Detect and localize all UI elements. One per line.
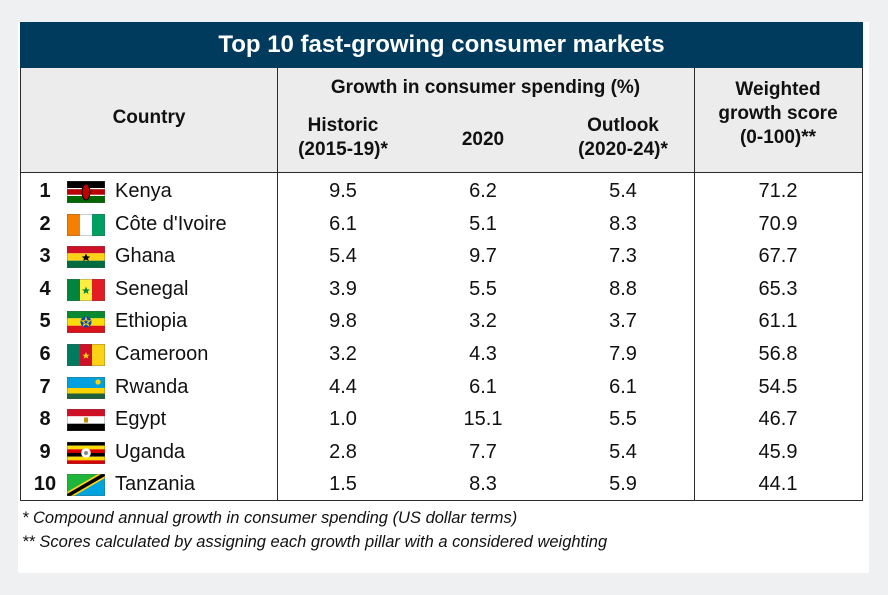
header-outlook: Outlook (2020-24)* (578, 115, 668, 160)
divider (694, 172, 695, 501)
rank-cell: 1 (39, 180, 51, 202)
country-cell: Egypt (115, 408, 167, 431)
score-cell: 56.8 (758, 343, 798, 365)
country-cell: Ethiopia (115, 310, 188, 333)
cameroon-flag-icon (67, 344, 105, 366)
score-cell: 71.2 (758, 180, 798, 202)
year-2020-cell: 5.5 (469, 277, 497, 300)
outlook-cell: 5.4 (609, 440, 637, 463)
year-2020-cell: 3.2 (469, 310, 497, 333)
divider (277, 172, 278, 501)
table-row: 6 Cameroon 3.2 4.3 7.9 56.8 (21, 339, 862, 372)
ghana-flag-icon (67, 246, 105, 269)
year-2020-cell: 8.3 (469, 473, 497, 496)
country-cell: Kenya (115, 180, 172, 202)
table-row: 9 Uganda 2.8 7.7 5.4 45.9 (21, 437, 862, 470)
score-cell: 54.5 (758, 375, 798, 398)
historic-cell: 6.1 (329, 212, 357, 235)
senegal-flag-icon (67, 278, 105, 301)
outlook-cell: 5.5 (609, 408, 637, 431)
header-group: Growth in consumer spending (%) (330, 77, 641, 98)
year-2020-cell: 15.1 (463, 408, 503, 431)
score-cell: 70.9 (758, 212, 798, 235)
historic-cell: 2.8 (329, 440, 357, 463)
table-row: 3 Ghana 5.4 9.7 7.3 67.7 (21, 241, 862, 274)
rank-cell: 7 (39, 375, 51, 398)
header-2020: 2020 (461, 129, 505, 150)
tanzania-flag-icon (67, 474, 105, 497)
country-cell: Ghana (115, 245, 176, 268)
year-2020-cell: 4.3 (469, 343, 497, 365)
country-cell: Senegal (115, 277, 189, 300)
historic-cell: 9.8 (329, 310, 357, 333)
outlook-cell: 8.8 (609, 277, 637, 300)
country-cell: Tanzania (115, 473, 196, 496)
outlook-cell: 5.9 (609, 473, 637, 496)
table-header: Country Growth in consumer spending (%) … (21, 68, 862, 173)
markets-table: Country Growth in consumer spending (%) … (20, 68, 863, 501)
cote-divoire-flag-icon (67, 213, 105, 236)
rank-cell: 9 (39, 440, 51, 463)
historic-cell: 9.5 (329, 180, 357, 202)
country-cell: Cameroon (115, 343, 209, 365)
score-cell: 67.7 (758, 245, 798, 268)
header-score: Weighted growth score (0-100)** (718, 79, 838, 148)
score-cell: 44.1 (758, 473, 798, 496)
outlook-cell: 6.1 (609, 375, 637, 398)
country-cell: Rwanda (115, 375, 189, 398)
outlook-cell: 3.7 (609, 310, 637, 333)
historic-cell: 4.4 (329, 375, 357, 398)
table-row: 10 Tanzania 1.5 8.3 5.9 44.1 (21, 469, 862, 502)
country-cell: Uganda (115, 440, 186, 463)
table-row: 5 Ethiopia 9.8 3.2 3.7 61.1 (21, 306, 862, 339)
historic-cell: 1.5 (329, 473, 357, 496)
year-2020-cell: 6.2 (469, 180, 497, 202)
year-2020-cell: 9.7 (469, 245, 497, 268)
rank-cell: 2 (39, 212, 51, 235)
rank-cell: 8 (39, 408, 51, 431)
footnotes: * Compound annual growth in consumer spe… (22, 506, 607, 554)
score-cell: 61.1 (758, 310, 798, 333)
rank-cell: 3 (39, 245, 51, 268)
rank-cell: 4 (39, 277, 51, 300)
header-country: Country (112, 107, 186, 128)
historic-cell: 1.0 (329, 408, 357, 431)
rwanda-flag-icon (67, 376, 105, 399)
table-row: 2 Côte d'Ivoire 6.1 5.1 8.3 70.9 (21, 209, 862, 242)
table-row: 8 Egypt 1.0 15.1 5.5 46.7 (21, 404, 862, 437)
egypt-flag-icon (67, 409, 105, 432)
rank-cell: 6 (39, 343, 51, 365)
year-2020-cell: 5.1 (469, 212, 497, 235)
historic-cell: 3.2 (329, 343, 357, 365)
kenya-flag-icon (67, 181, 105, 203)
score-cell: 65.3 (758, 277, 798, 300)
country-cell: Côte d'Ivoire (115, 212, 227, 235)
outlook-cell: 5.4 (609, 180, 637, 202)
score-cell: 46.7 (758, 408, 798, 431)
header-historic: Historic (2015-19)* (298, 115, 388, 160)
footnote: ** Scores calculated by assigning each g… (22, 533, 608, 551)
historic-cell: 3.9 (329, 277, 357, 300)
table-row: 7 Rwanda 4.4 6.1 6.1 54.5 (21, 372, 862, 405)
year-2020-cell: 7.7 (469, 440, 497, 463)
ethiopia-flag-icon (67, 311, 105, 334)
historic-cell: 5.4 (329, 245, 357, 268)
divider (694, 68, 695, 172)
uganda-flag-icon (67, 441, 105, 464)
rank-cell: 5 (39, 310, 51, 333)
table-row: 4 Senegal 3.9 5.5 8.8 65.3 (21, 274, 862, 307)
outlook-cell: 7.9 (609, 343, 637, 365)
divider (277, 68, 278, 172)
score-cell: 45.9 (758, 440, 798, 463)
table-row: 1 Kenya 9.5 6.2 5.4 71.2 (21, 176, 862, 209)
year-2020-cell: 6.1 (469, 375, 497, 398)
footnote: * Compound annual growth in consumer spe… (22, 509, 518, 527)
table-title: Top 10 fast-growing consumer markets (20, 22, 863, 68)
rank-cell: 10 (33, 473, 57, 496)
outlook-cell: 7.3 (609, 245, 637, 268)
outlook-cell: 8.3 (609, 212, 637, 235)
